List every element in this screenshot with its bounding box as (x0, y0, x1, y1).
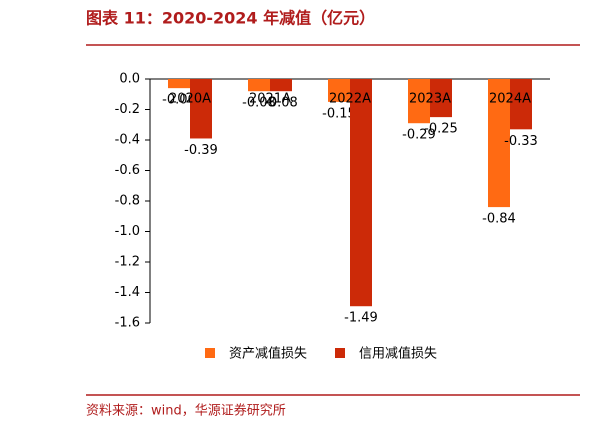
value-label: -0.33 (504, 134, 538, 149)
y-tick-label: 0.0 (119, 72, 140, 87)
bar (168, 79, 190, 89)
y-tick-label: -1.2 (115, 255, 140, 270)
chart-title: 图表 11：2020-2024 年减值（亿元） (86, 9, 375, 28)
bar (510, 79, 532, 130)
value-label: -0.39 (184, 143, 218, 158)
x-tick-label: 2021A (249, 92, 291, 107)
x-tick-label: 2023A (409, 92, 451, 107)
bar (430, 79, 452, 118)
value-label: -0.08 (242, 96, 276, 111)
bar (270, 79, 292, 92)
bar (190, 79, 212, 139)
bar (350, 79, 372, 307)
value-label: -0.06 (162, 93, 196, 108)
legend-label: 信用减值损失 (359, 346, 437, 362)
value-label: -1.49 (344, 311, 378, 326)
y-tick-label: -0.8 (115, 194, 140, 209)
value-label: -0.08 (264, 96, 298, 111)
source: 资料来源：wind，华源证券研究所 (86, 403, 286, 419)
bar (248, 79, 270, 92)
bar (408, 79, 430, 124)
y-tick-label: -0.4 (115, 133, 140, 148)
value-label: -0.25 (424, 122, 458, 137)
y-tick-label: -1.6 (115, 316, 140, 331)
x-tick-label: 2022A (329, 92, 371, 107)
y-tick-label: -1.0 (115, 224, 140, 239)
legend-swatch (205, 348, 215, 358)
y-tick-label: -1.4 (115, 285, 140, 300)
bar (488, 79, 510, 208)
legend-swatch (335, 348, 345, 358)
legend-label: 资产减值损失 (229, 346, 307, 362)
value-label: -0.15 (322, 106, 356, 121)
value-label: -0.84 (482, 212, 516, 227)
bar (328, 79, 350, 102)
x-tick-label: 2020A (169, 92, 211, 107)
y-tick-label: -0.2 (115, 102, 140, 117)
y-tick-label: -0.6 (115, 163, 140, 178)
x-tick-label: 2024A (489, 92, 531, 107)
value-label: -0.29 (402, 128, 436, 143)
